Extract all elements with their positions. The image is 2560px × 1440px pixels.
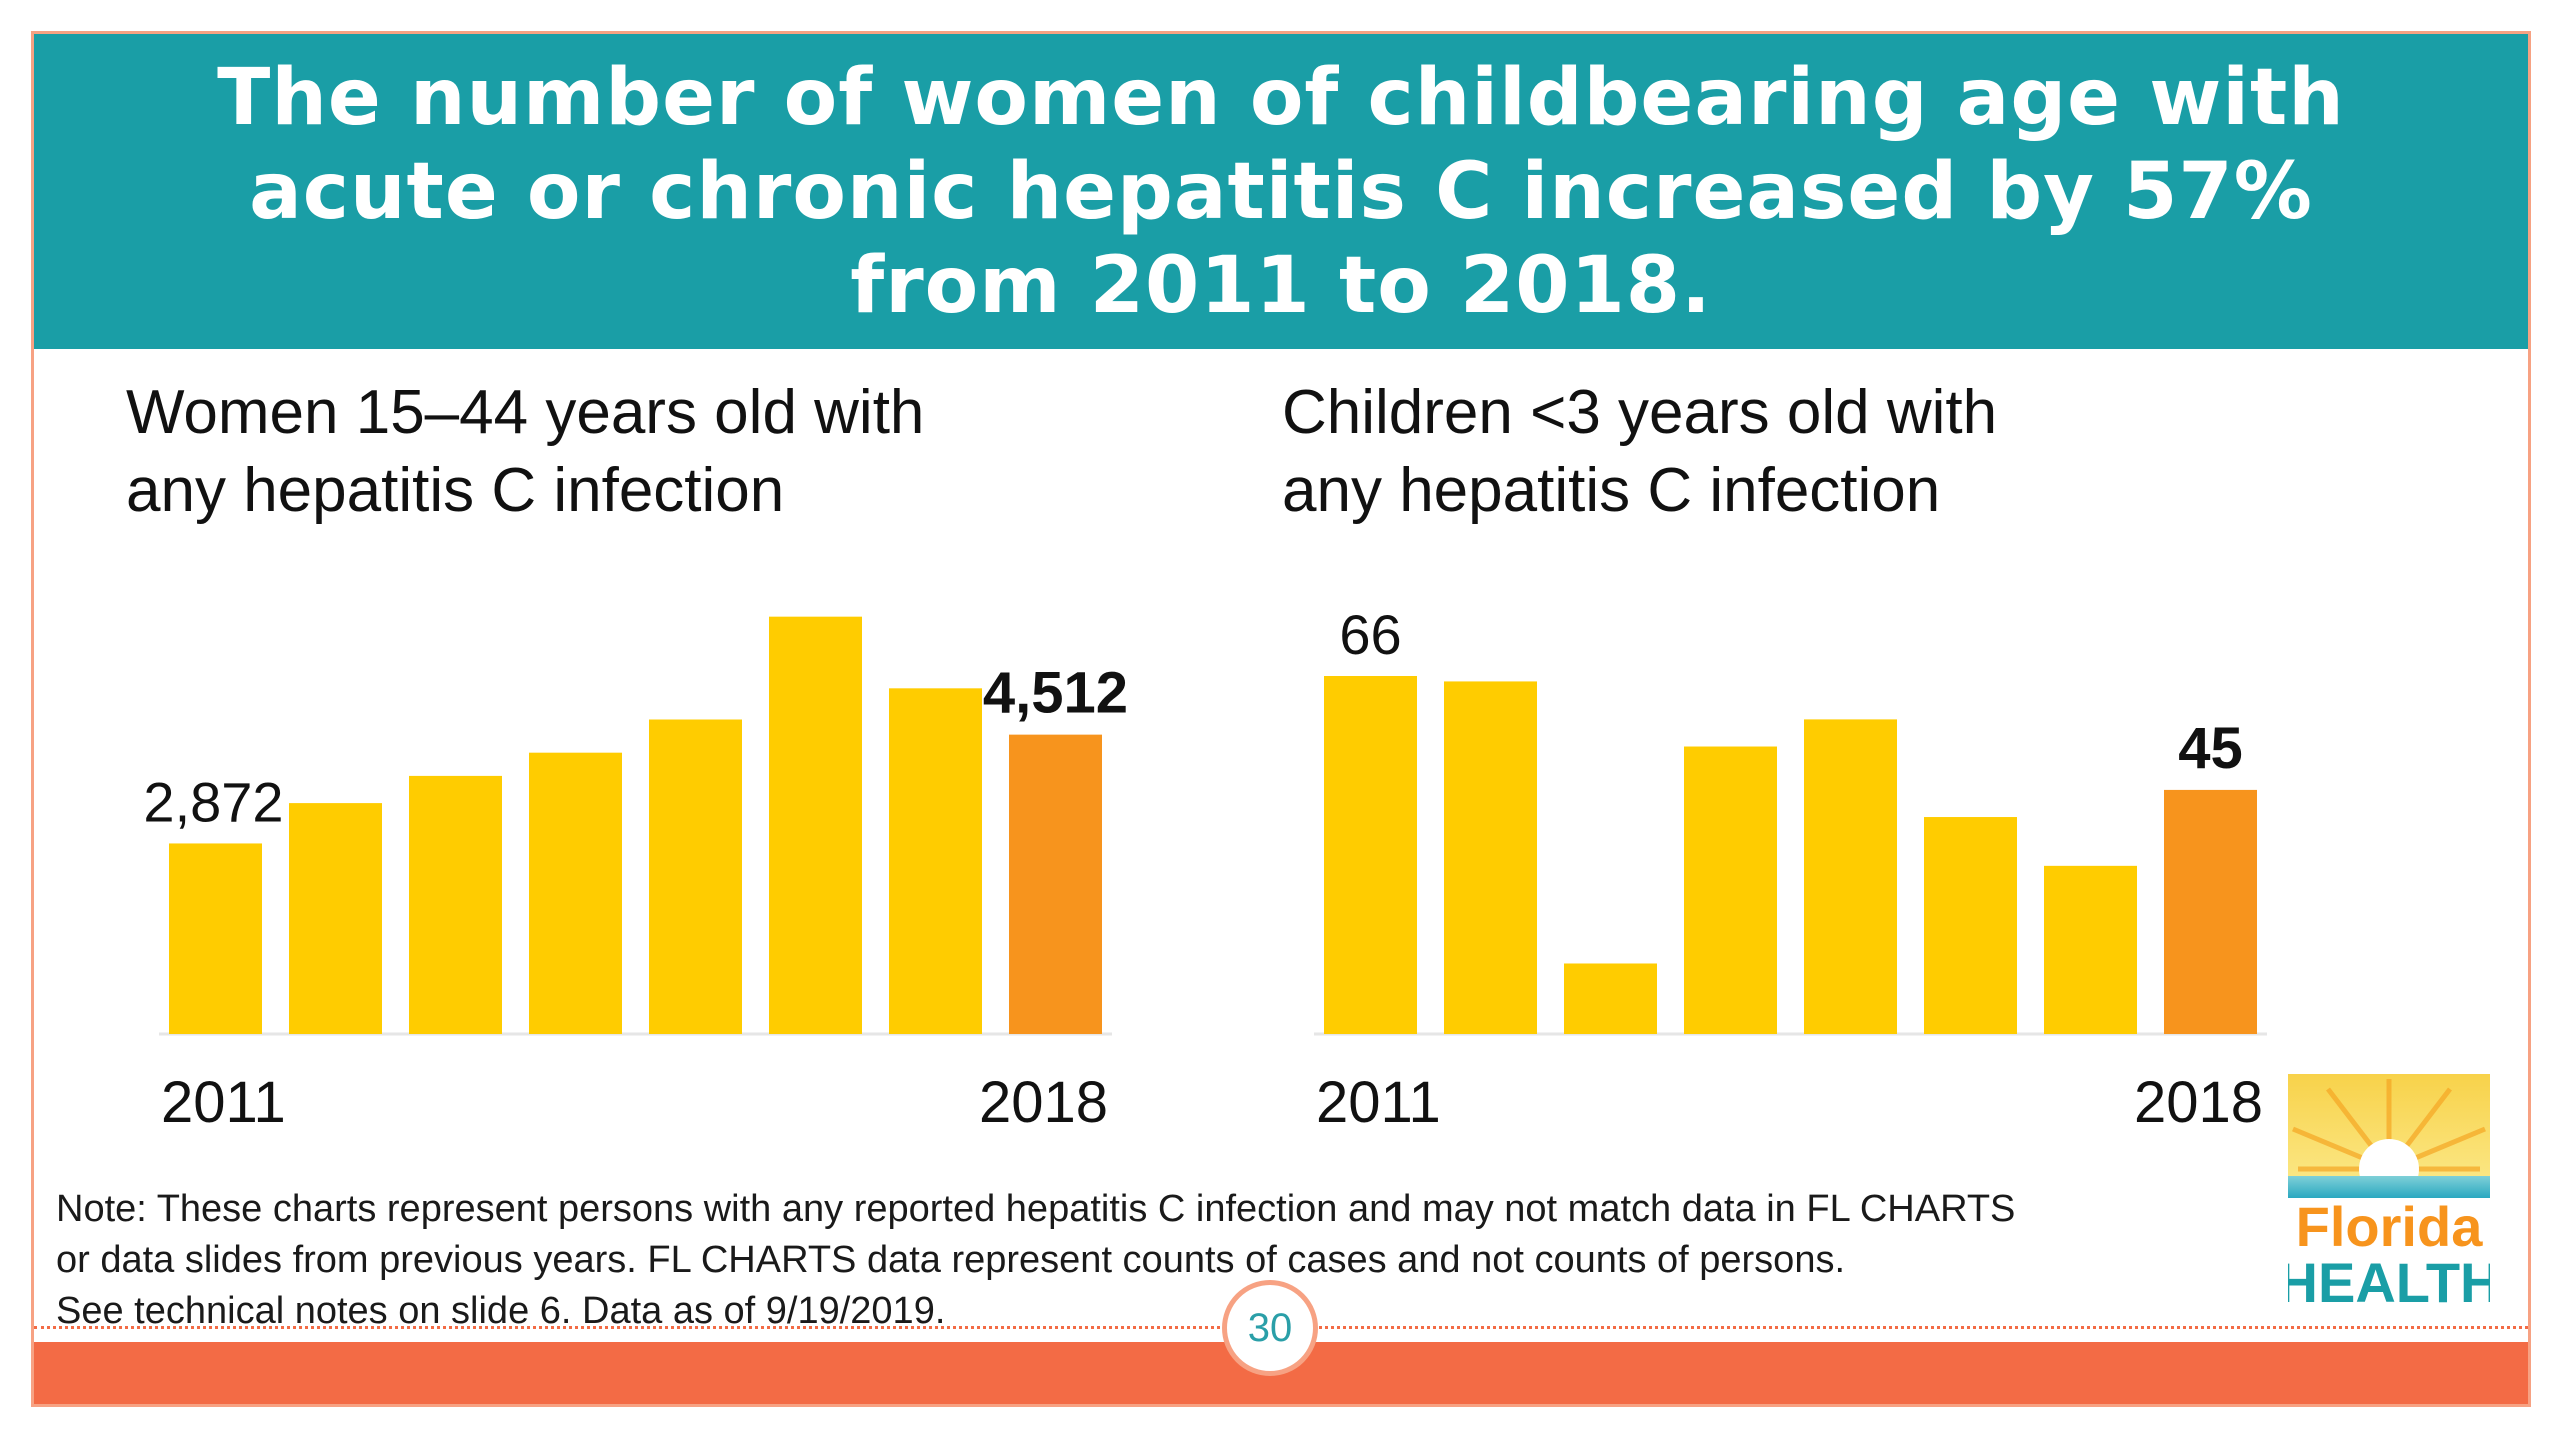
logo-word-health: HEALTH xyxy=(2288,1251,2490,1309)
headline: The number of women of childbearing age … xyxy=(217,52,2345,331)
data-label-2018: 4,512 xyxy=(983,661,1128,726)
bar-2014 xyxy=(529,752,622,1034)
x-tick-label-2011: 2011 xyxy=(1316,1070,1441,1135)
bar-2018 xyxy=(2164,789,2257,1034)
bar-2018 xyxy=(1009,734,1102,1034)
data-label-2011: 2,872 xyxy=(143,770,283,833)
page-number: 30 xyxy=(1247,1305,1293,1350)
data-label-2018: 45 xyxy=(2178,716,2243,781)
chart-title-children: Children <3 years old with any hepatitis… xyxy=(1282,378,1998,525)
x-tick-label-2011: 2011 xyxy=(161,1070,286,1135)
data-label-2011: 66 xyxy=(1339,603,1401,666)
bar-chart-women: 2,872 2011 4,512 2018 xyxy=(143,616,1128,1135)
bar-2016 xyxy=(1924,817,2017,1034)
chart-title-women: Women 15–44 years old with any hepatitis… xyxy=(126,378,925,525)
bar-2017 xyxy=(889,688,982,1034)
logo-word-florida: Florida xyxy=(2296,1195,2484,1258)
header-banner: The number of women of childbearing age … xyxy=(34,34,2528,349)
x-tick-label-2018: 2018 xyxy=(2134,1070,2263,1135)
footnote: Note: These charts represent persons wit… xyxy=(56,1188,2016,1332)
slide: The number of women of childbearing age … xyxy=(31,31,2531,1407)
bar-2013 xyxy=(409,775,502,1034)
sun-over-water-icon xyxy=(2288,1074,2490,1199)
bar-2013 xyxy=(1564,963,1657,1034)
bar-2017 xyxy=(2044,865,2137,1034)
florida-health-logo: Florida HEALTH xyxy=(2288,1074,2490,1309)
x-tick-label-2018: 2018 xyxy=(979,1070,1108,1135)
bar-2011 xyxy=(1324,676,1417,1034)
bar-chart-children: 66 2011 45 2018 xyxy=(1314,603,2267,1135)
page-number-badge: 30 xyxy=(1222,1280,1318,1376)
bar-2011 xyxy=(169,843,262,1034)
bar-2015 xyxy=(649,719,742,1034)
bar-2014 xyxy=(1684,746,1777,1034)
bar-2012 xyxy=(289,803,382,1034)
bar-2016 xyxy=(769,616,862,1034)
bar-2012 xyxy=(1444,681,1537,1034)
bar-2015 xyxy=(1804,719,1897,1034)
